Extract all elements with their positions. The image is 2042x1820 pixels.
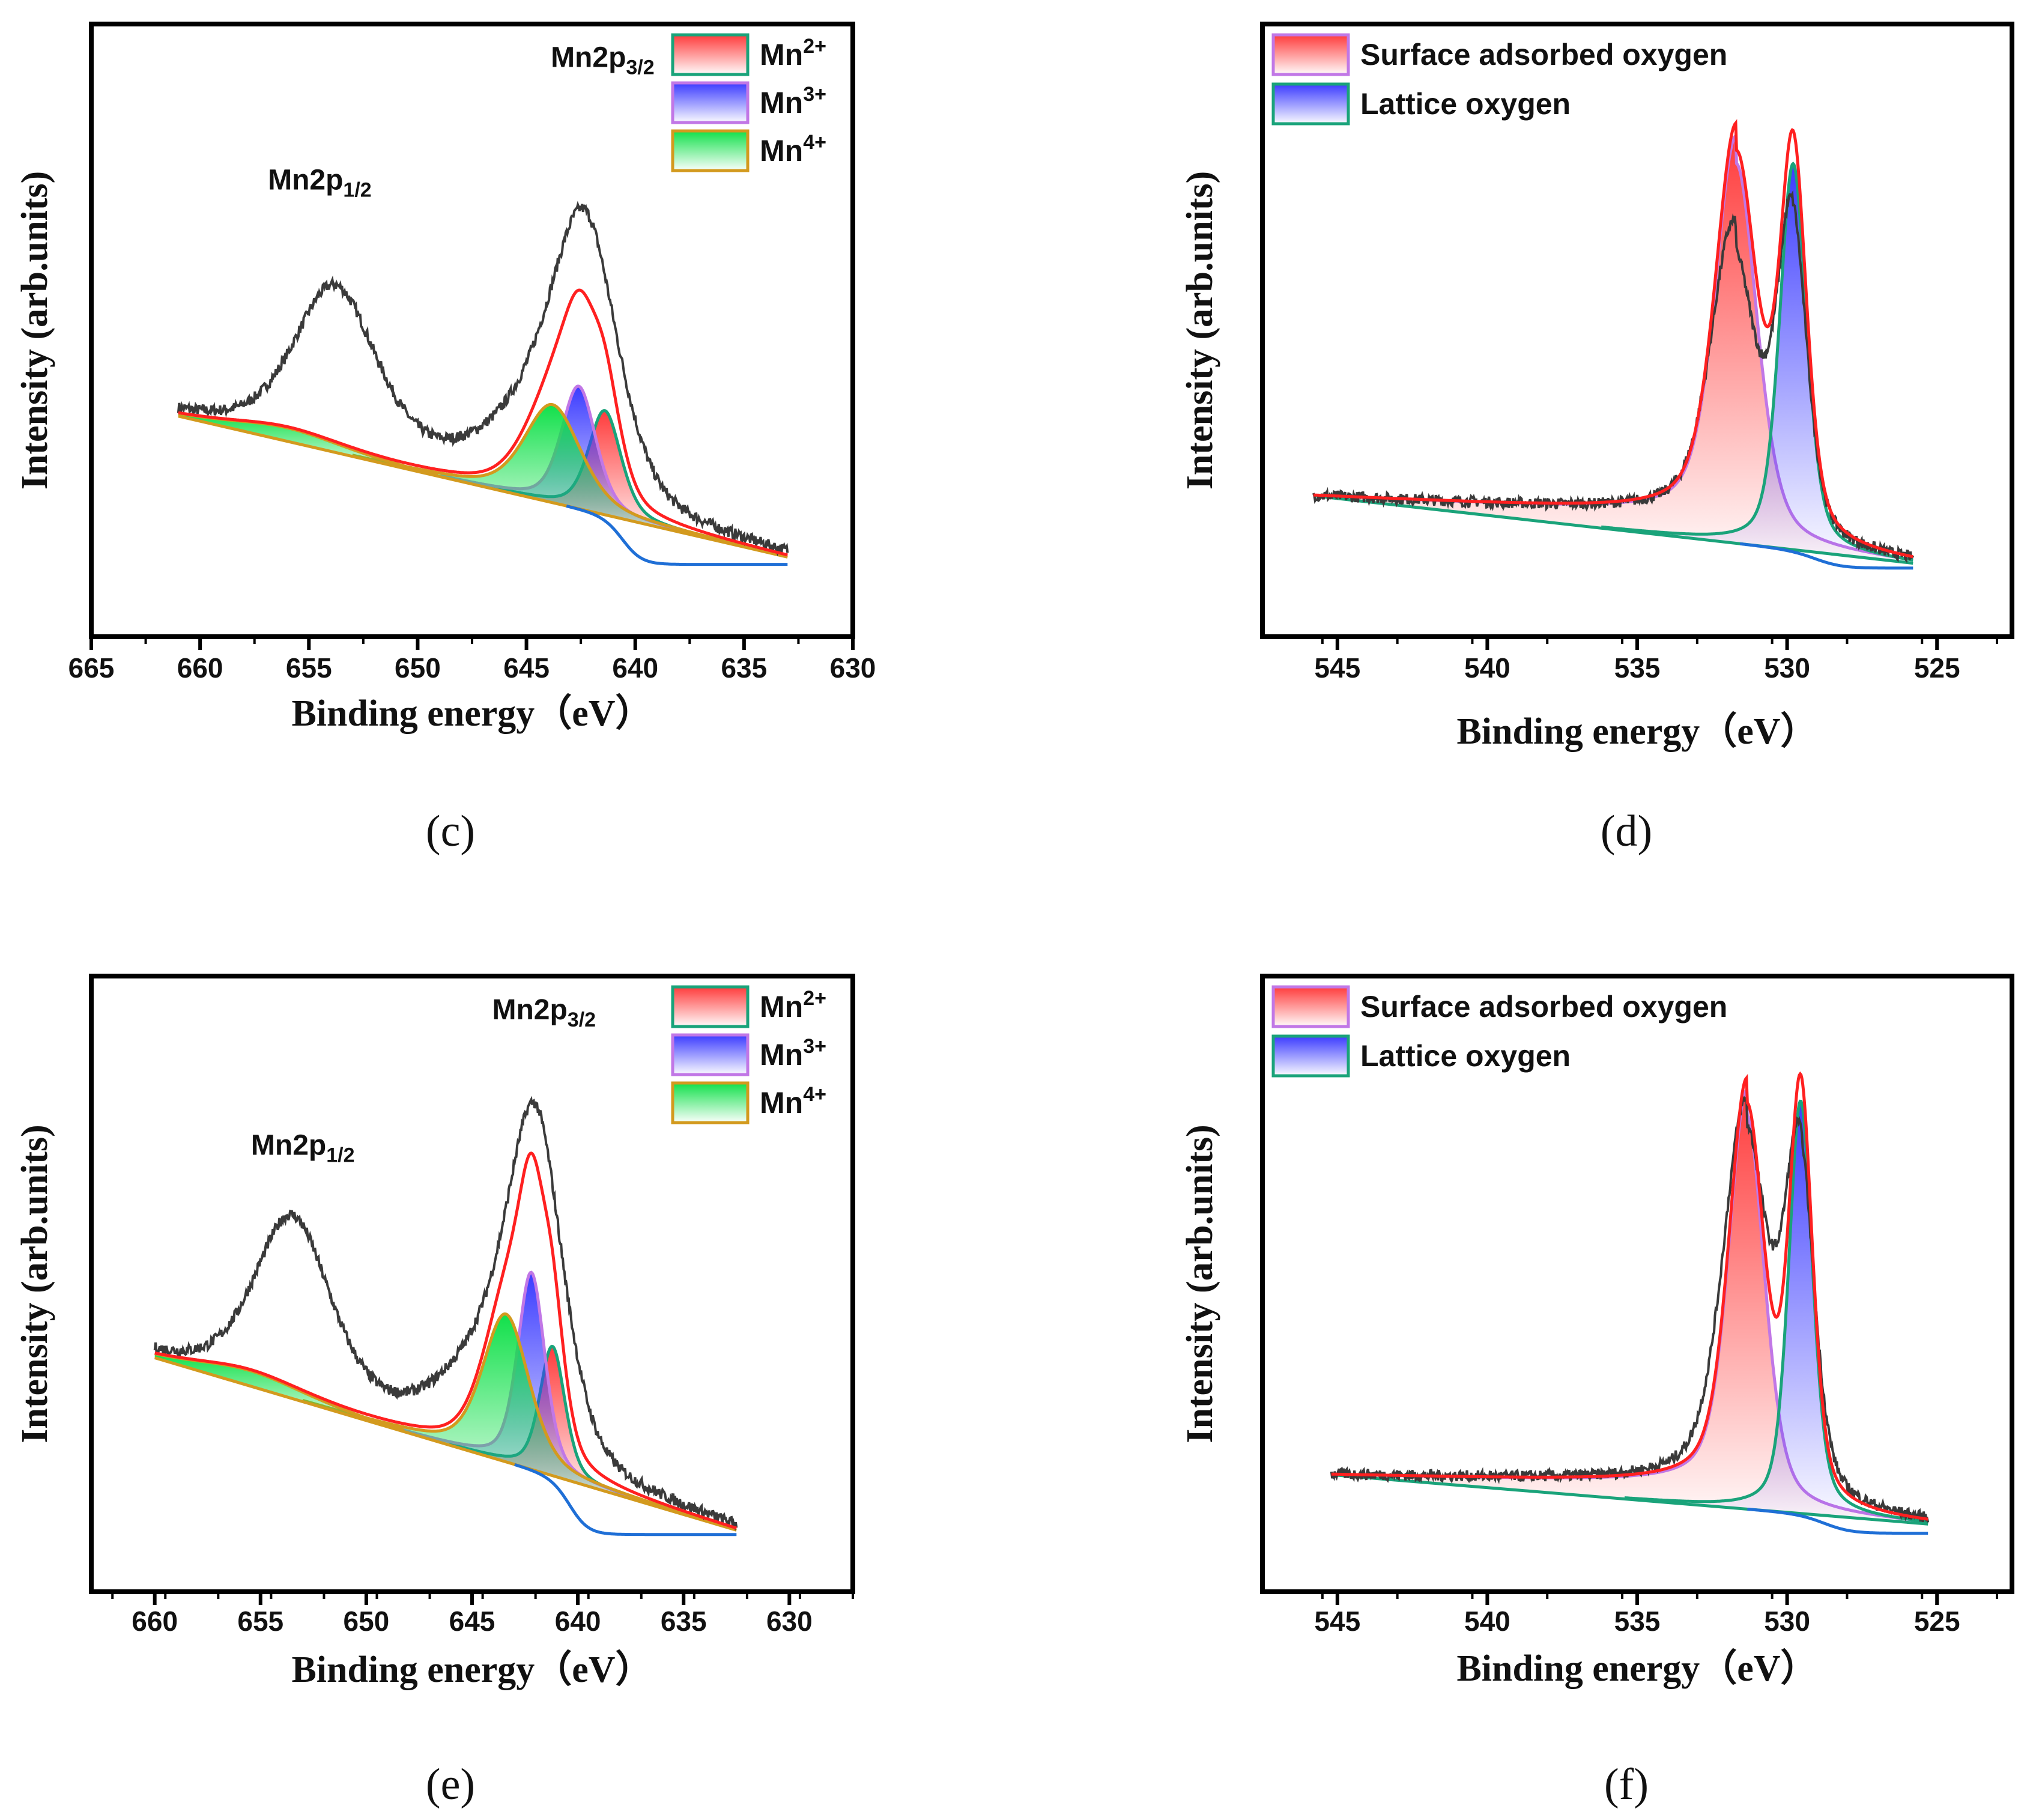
- legend-swatch: [671, 985, 750, 1028]
- panel-label: (e): [426, 1760, 475, 1809]
- lower-baseline: [1739, 542, 1913, 570]
- x-tick-label: 660: [177, 652, 223, 684]
- component-fill-surface-adsorbed-oxygen: [1322, 136, 1913, 563]
- raw-spectrum: [153, 1096, 738, 1531]
- legend-swatch: [1271, 33, 1350, 76]
- component-edge-lattice-oxygen: [1601, 162, 1913, 562]
- peak-label: Mn2p1/2: [268, 164, 372, 201]
- x-tick-label: 640: [555, 1606, 601, 1637]
- peak-label: Mn2p3/2: [551, 41, 655, 79]
- x-tick-label: 535: [1614, 652, 1661, 684]
- y-axis-title: Intensity (arb.units): [1180, 171, 1220, 490]
- peak-label: Mn2p1/2: [251, 1129, 355, 1166]
- fit-envelope: [178, 288, 788, 557]
- x-tick-label: 655: [237, 1606, 283, 1637]
- y-axis-title: Intensity (arb.units): [1180, 1124, 1220, 1443]
- chart-panel-f: 545 540 535 530 525 Binding energy（eV） Intensi…: [1180, 974, 2014, 1809]
- panel-label: (d): [1601, 807, 1652, 856]
- x-tick-label: 635: [661, 1606, 707, 1637]
- x-axis-title: Binding energy（eV）: [291, 1648, 652, 1690]
- chart-panel-c: 665 660 655 650 645 640 635 630 Binding energy（e…: [14, 22, 876, 856]
- x-tick-label: 535: [1614, 1606, 1661, 1637]
- x-tick-label: 530: [1764, 652, 1810, 684]
- legend-label: Surface adsorbed oxygen: [1360, 990, 1727, 1024]
- legend-swatch: [671, 129, 750, 172]
- background-line: [154, 1356, 737, 1532]
- legend-label: Surface adsorbed oxygen: [1360, 38, 1727, 71]
- legend-label: Mn3+: [760, 1035, 826, 1072]
- legend-label: Mn4+: [760, 131, 826, 168]
- background-line: [178, 414, 788, 559]
- legend-swatch: [671, 81, 750, 124]
- legend-swatch: [1271, 985, 1350, 1028]
- legend-swatch: [671, 1033, 750, 1076]
- x-axis-title: Binding energy（eV）: [1456, 710, 1817, 752]
- fit-envelope: [1313, 119, 1913, 559]
- chart-panel-d: 545 540 535 530 525 Binding energy（eV） Intensi…: [1180, 22, 2014, 856]
- legend-swatch: [1271, 82, 1350, 126]
- chart-panel-e: 660 655 650 645 640 635 630 Binding energy（eV） I…: [14, 974, 855, 1809]
- x-tick-label: 530: [1764, 1606, 1810, 1637]
- x-tick-label: 640: [612, 652, 658, 684]
- x-tick-label: 650: [395, 652, 441, 684]
- background-line: [1313, 494, 1913, 565]
- lower-baseline: [1747, 1508, 1928, 1535]
- x-tick-label: 635: [721, 652, 767, 684]
- component-fill-surface-adsorbed-oxygen: [1344, 1090, 1928, 1524]
- legend-label: Lattice oxygen: [1360, 87, 1571, 121]
- component-fill-mn4-: [352, 404, 753, 549]
- x-tick-label: 650: [344, 1606, 390, 1637]
- y-axis-title: Intensity (arb.units): [14, 1124, 55, 1443]
- x-tick-label: 660: [132, 1606, 178, 1637]
- component-fill-mn4-: [303, 1314, 709, 1522]
- legend-label: Mn2+: [760, 987, 826, 1024]
- legend-label: Mn4+: [760, 1083, 826, 1120]
- raw-spectrum: [1330, 1096, 1930, 1523]
- component-edge-surface-adsorbed-oxygen: [1344, 1087, 1928, 1523]
- x-tick-label: 655: [286, 652, 332, 684]
- x-axis-title: Binding energy（eV）: [291, 692, 652, 734]
- panel-label: (c): [426, 807, 475, 856]
- legend-label: Mn2+: [760, 35, 826, 71]
- x-tick-label: 540: [1464, 1606, 1510, 1637]
- legend-swatch: [671, 33, 750, 76]
- y-axis-title: Intensity (arb.units): [14, 171, 55, 490]
- x-tick-label: 630: [830, 652, 876, 684]
- x-tick-label: 545: [1314, 652, 1360, 684]
- x-tick-label: 665: [68, 652, 115, 684]
- raw-spectrum: [177, 201, 789, 557]
- x-tick-label: 540: [1464, 652, 1510, 684]
- lower-baseline: [566, 505, 788, 566]
- fit-envelope: [154, 1151, 738, 1530]
- component-edge-lattice-oxygen: [1624, 1099, 1928, 1523]
- x-axis-title: Binding energy（eV）: [1456, 1647, 1817, 1689]
- fit-envelope: [1331, 1071, 1928, 1521]
- x-tick-label: 525: [1914, 652, 1960, 684]
- x-tick-label: 630: [766, 1606, 813, 1637]
- legend-label: Lattice oxygen: [1360, 1039, 1571, 1073]
- legend-label: Mn3+: [760, 83, 826, 120]
- x-tick-label: 525: [1914, 1606, 1960, 1637]
- legend-swatch: [1271, 1034, 1350, 1078]
- legend-swatch: [671, 1081, 750, 1124]
- x-tick-label: 645: [503, 652, 550, 684]
- x-tick-label: 545: [1314, 1606, 1360, 1637]
- background-line: [1331, 1473, 1928, 1526]
- x-tick-label: 645: [449, 1606, 495, 1637]
- panel-label: (f): [1604, 1760, 1649, 1809]
- lower-baseline: [514, 1463, 737, 1536]
- peak-label: Mn2p3/2: [492, 994, 596, 1031]
